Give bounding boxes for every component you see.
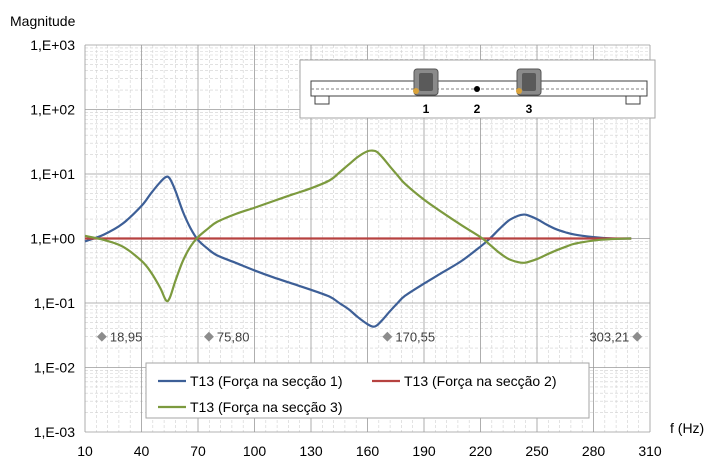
marker-label-1: 18,95 bbox=[110, 330, 143, 345]
y-tick-label: 1,E-03 bbox=[34, 424, 75, 440]
marker-diamond-2 bbox=[203, 331, 214, 342]
x-tick-label: 70 bbox=[190, 443, 206, 459]
x-tick-label: 130 bbox=[299, 443, 323, 459]
x-tick-label: 310 bbox=[638, 443, 662, 459]
inset-label-1: 1 bbox=[423, 102, 430, 116]
marker-label-3: 170,55 bbox=[395, 330, 435, 345]
legend-label-series-2: T13 (Força na secção 2) bbox=[404, 373, 557, 389]
marker-label-2: 75,80 bbox=[217, 330, 250, 345]
marker-diamond-3 bbox=[382, 331, 393, 342]
legend-label-series-3: T13 (Força na secção 3) bbox=[190, 399, 343, 415]
legend: T13 (Força na secção 1) T13 (Força na se… bbox=[145, 362, 590, 419]
y-axis-title: Magnitude bbox=[10, 13, 76, 29]
x-tick-label: 10 bbox=[77, 443, 93, 459]
x-axis-title: f (Hz) bbox=[670, 420, 704, 436]
right-support bbox=[625, 95, 641, 105]
legend-box bbox=[145, 362, 590, 419]
marker-diamond-4 bbox=[632, 331, 643, 342]
y-tick-label: 1,E-01 bbox=[34, 295, 75, 311]
y-tick-label: 1,E-02 bbox=[34, 360, 75, 376]
inset-label-2: 2 bbox=[474, 102, 481, 116]
x-tick-label: 160 bbox=[356, 443, 380, 459]
series-line-1 bbox=[84, 175, 632, 328]
x-tick-label: 190 bbox=[412, 443, 436, 459]
point-2-marker bbox=[474, 86, 480, 92]
y-tick-label: 1,E+02 bbox=[30, 102, 75, 118]
x-tick-label: 280 bbox=[582, 443, 606, 459]
x-tick-label: 220 bbox=[469, 443, 493, 459]
x-tick-label: 250 bbox=[525, 443, 549, 459]
left-support bbox=[314, 95, 330, 105]
legend-label-series-1: T13 (Força na secção 1) bbox=[190, 373, 343, 389]
x-tick-label: 100 bbox=[243, 443, 267, 459]
y-axis-ticks: 1,E-03 1,E-02 1,E-01 1,E+00 1,E+01 1,E+02 1,E+… bbox=[30, 37, 75, 440]
inset-label-3: 3 bbox=[526, 102, 533, 116]
y-tick-label: 1,E+01 bbox=[30, 166, 75, 182]
y-tick-label: 1,E+03 bbox=[30, 37, 75, 53]
beam-inset: 1 2 3 bbox=[299, 59, 656, 119]
marker-label-4: 303,21 bbox=[589, 330, 629, 345]
x-axis-ticks: 10 40 70 100 130 160 190 220 250 280 310 bbox=[77, 443, 662, 459]
sensor-3-icon bbox=[516, 68, 542, 96]
markers-layer: 18,95 75,80 170,55 303,21 bbox=[96, 330, 643, 345]
series-line-3 bbox=[84, 149, 632, 303]
series-layer bbox=[84, 149, 632, 328]
sensor-1-icon bbox=[413, 68, 439, 96]
y-tick-label: 1,E+00 bbox=[30, 231, 75, 247]
x-tick-label: 40 bbox=[134, 443, 150, 459]
